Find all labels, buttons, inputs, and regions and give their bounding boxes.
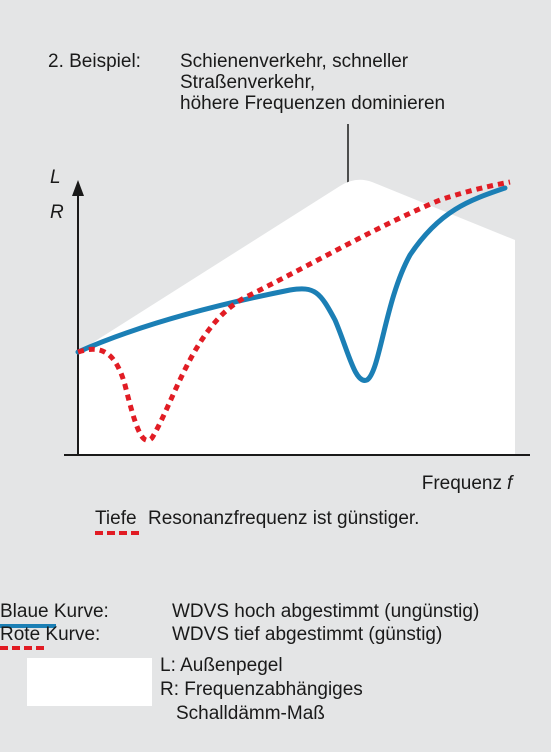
legend-text: WDVS tief abgestimmt (günstig)	[172, 624, 442, 645]
legend-text: R: Frequenzabhängiges	[160, 679, 363, 700]
title-label: 2. Beispiel:	[48, 51, 141, 72]
area-key	[27, 658, 152, 706]
red-curve	[77, 179, 511, 443]
legend-key: Blaue Kurve:	[0, 601, 109, 622]
legend-text: Schalldämm-Maß	[176, 703, 325, 724]
y-label: L	[50, 167, 61, 188]
y-axis-arrow	[72, 180, 84, 196]
caption-text: Resonanzfrequenz ist günstiger.	[148, 508, 419, 529]
blue-curve	[75, 185, 508, 383]
title-line: Straßenverkehr,	[180, 72, 315, 93]
y-label: R	[50, 202, 64, 223]
caption-highlight: Tiefe	[95, 508, 137, 529]
x-symbol: f	[507, 473, 514, 494]
x-label: Frequenz	[422, 473, 502, 494]
level-area	[78, 179, 515, 455]
legend-text: WDVS hoch abgestimmt (ungünstig)	[172, 601, 479, 622]
legend-key: Rote Kurve:	[0, 624, 100, 645]
title-line: höhere Frequenzen dominieren	[180, 93, 445, 114]
title-line: Schienenverkehr, schneller	[180, 51, 409, 72]
legend-text: L: Außenpegel	[160, 655, 283, 676]
